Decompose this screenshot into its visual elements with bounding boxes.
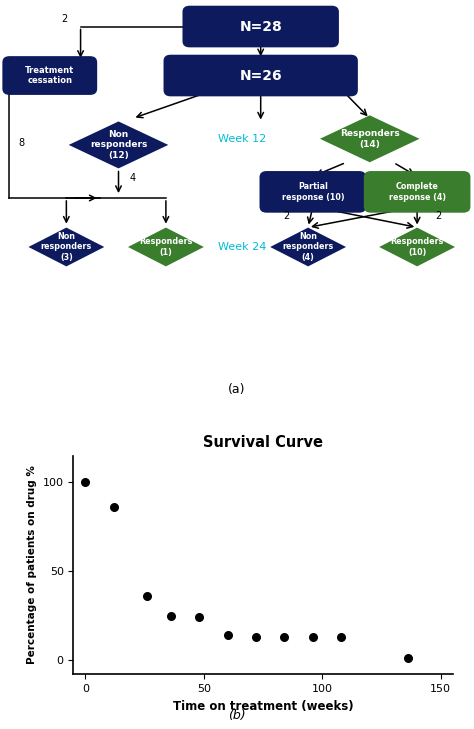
Point	[224, 629, 231, 641]
Polygon shape	[379, 227, 455, 266]
Y-axis label: Percentage of patients on drug %: Percentage of patients on drug %	[27, 466, 37, 664]
Text: Week 24: Week 24	[218, 242, 266, 252]
Text: 2: 2	[61, 14, 67, 24]
Text: Responders
(1): Responders (1)	[139, 237, 192, 257]
Text: (a): (a)	[228, 383, 246, 397]
X-axis label: Time on treatment (weeks): Time on treatment (weeks)	[173, 700, 354, 713]
FancyBboxPatch shape	[2, 56, 97, 95]
Text: Treatment
cessation: Treatment cessation	[25, 66, 74, 85]
Text: 8: 8	[18, 138, 24, 148]
FancyBboxPatch shape	[182, 6, 339, 47]
FancyBboxPatch shape	[164, 55, 358, 96]
Point	[195, 612, 203, 623]
Point	[337, 631, 345, 643]
Point	[281, 631, 288, 643]
Polygon shape	[320, 115, 419, 163]
Point	[309, 631, 317, 643]
Text: N=28: N=28	[239, 20, 282, 34]
Text: Responders
(14): Responders (14)	[340, 129, 400, 149]
Point	[143, 590, 151, 602]
FancyBboxPatch shape	[259, 171, 366, 213]
Text: 2: 2	[283, 211, 290, 222]
Text: Week 12: Week 12	[218, 134, 266, 144]
Title: Survival Curve: Survival Curve	[203, 435, 323, 451]
Polygon shape	[128, 227, 204, 266]
Polygon shape	[28, 227, 104, 266]
Text: Non
responders
(3): Non responders (3)	[41, 232, 92, 262]
Point	[110, 502, 118, 513]
Text: (b): (b)	[228, 709, 246, 722]
Text: 2: 2	[435, 211, 442, 222]
Polygon shape	[69, 122, 168, 168]
Text: Complete
response (4): Complete response (4)	[389, 182, 446, 202]
Point	[82, 477, 89, 488]
Text: Non
responders
(12): Non responders (12)	[90, 130, 147, 160]
Text: 4: 4	[130, 173, 136, 182]
Point	[167, 610, 174, 622]
Text: Partial
response (10): Partial response (10)	[282, 182, 344, 202]
Text: Non
responders
(4): Non responders (4)	[283, 232, 334, 262]
FancyBboxPatch shape	[364, 171, 471, 213]
Polygon shape	[270, 227, 346, 266]
Text: N=26: N=26	[239, 69, 282, 82]
Point	[404, 652, 411, 664]
Point	[252, 631, 260, 643]
Text: Responders
(10): Responders (10)	[391, 237, 444, 257]
